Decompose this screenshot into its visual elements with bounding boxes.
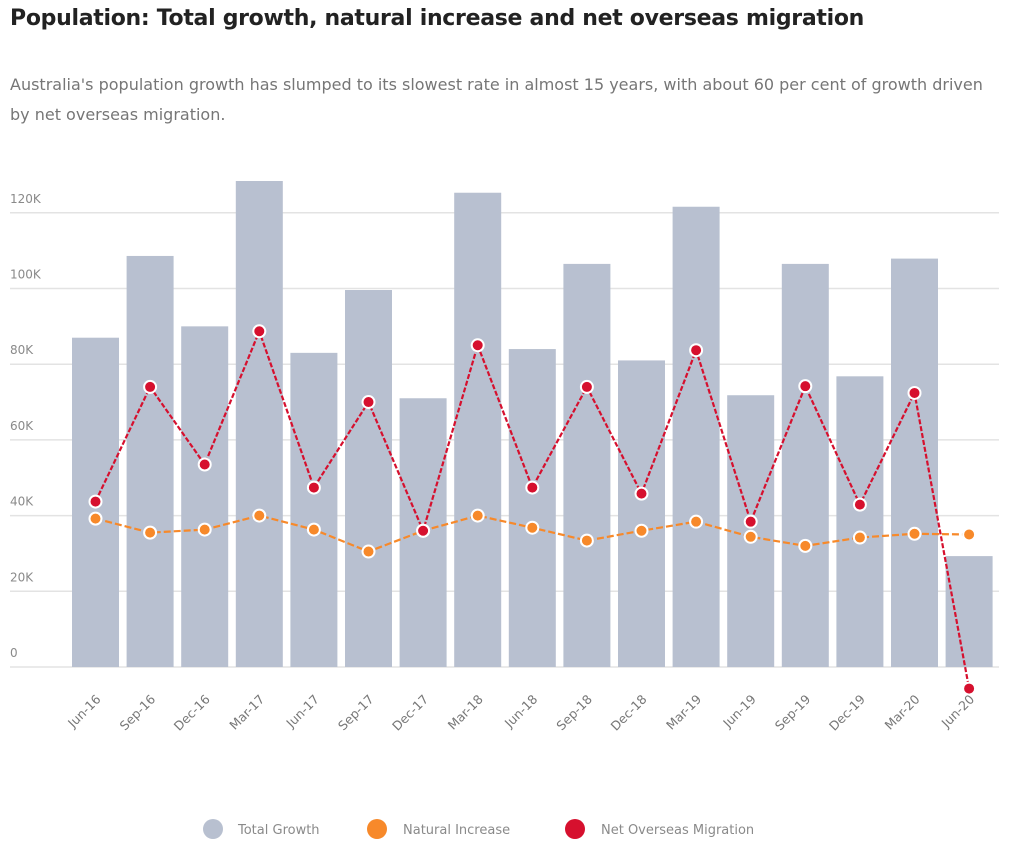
point-net-overseas-migration[interactable] (907, 385, 922, 400)
x-tick-label: Mar-18 (445, 691, 486, 732)
point-natural-increase[interactable] (470, 508, 485, 523)
x-tick-label: Jun-20 (938, 691, 978, 731)
bar-total-growth[interactable] (781, 263, 829, 667)
y-tick-label: 0 (10, 646, 18, 660)
bar-total-growth[interactable] (454, 192, 502, 667)
x-tick-label: Mar-19 (663, 691, 704, 732)
x-tick-label: Jun-18 (501, 691, 541, 731)
chart-title: Population: Total growth, natural increa… (10, 6, 864, 31)
point-net-overseas-migration[interactable] (416, 523, 431, 538)
point-natural-increase[interactable] (197, 522, 212, 537)
x-tick-label: Sep-18 (553, 691, 595, 733)
series-lines (88, 324, 977, 696)
bar-total-growth[interactable] (891, 258, 938, 667)
bar-total-growth[interactable] (235, 181, 283, 668)
x-tick-label: Sep-16 (117, 691, 159, 733)
bar-total-growth[interactable] (836, 376, 884, 667)
bar-total-growth[interactable] (618, 360, 665, 667)
point-natural-increase[interactable] (743, 529, 758, 544)
bar-total-growth[interactable] (508, 349, 556, 667)
point-natural-increase[interactable] (962, 527, 977, 542)
bar-total-growth[interactable] (945, 556, 993, 667)
point-net-overseas-migration[interactable] (143, 379, 158, 394)
point-natural-increase[interactable] (798, 538, 813, 553)
chart-subtitle: Australia's population growth has slumpe… (10, 75, 983, 124)
point-net-overseas-migration[interactable] (689, 343, 704, 358)
point-net-overseas-migration[interactable] (743, 514, 758, 529)
legend-swatch-natural-increase (367, 819, 387, 839)
point-net-overseas-migration[interactable] (634, 486, 649, 501)
point-net-overseas-migration[interactable] (306, 480, 321, 495)
x-tick-label: Mar-17 (226, 692, 267, 733)
point-natural-increase[interactable] (306, 522, 321, 537)
point-net-overseas-migration[interactable] (361, 395, 376, 410)
x-tick-label: Dec-17 (389, 692, 431, 734)
legend-item-total-growth[interactable]: Total Growth (203, 819, 320, 839)
point-natural-increase[interactable] (252, 508, 267, 523)
y-tick-label: 120K (10, 192, 42, 206)
x-tick-label: Mar-20 (881, 691, 922, 732)
point-net-overseas-migration[interactable] (525, 480, 540, 495)
line-net-overseas-migration (94, 328, 971, 689)
bar-total-growth[interactable] (290, 352, 338, 667)
x-tick-label: Dec-18 (607, 691, 649, 733)
point-natural-increase[interactable] (907, 526, 922, 541)
point-natural-increase[interactable] (88, 511, 103, 526)
y-tick-label: 60K (10, 419, 34, 433)
point-net-overseas-migration[interactable] (252, 324, 267, 339)
x-tick-label: Sep-19 (772, 691, 814, 733)
point-natural-increase[interactable] (852, 530, 867, 545)
x-tick-label: Jun-17 (282, 692, 322, 732)
x-tick-label: Jun-16 (64, 691, 104, 731)
gridlines (10, 212, 999, 668)
x-tick-label: Dec-19 (826, 691, 868, 733)
legend: Total Growth Natural Increase Net Overse… (203, 819, 754, 839)
point-net-overseas-migration[interactable] (197, 457, 212, 472)
bar-total-growth[interactable] (181, 326, 229, 667)
point-natural-increase[interactable] (689, 514, 704, 529)
legend-item-net-overseas-migration[interactable]: Net Overseas Migration (565, 819, 754, 839)
point-net-overseas-migration[interactable] (798, 379, 813, 394)
bar-total-growth[interactable] (345, 290, 392, 667)
point-natural-increase[interactable] (634, 523, 649, 538)
bars-total-growth (72, 181, 993, 668)
bar-total-growth[interactable] (563, 263, 611, 667)
bar-total-growth[interactable] (126, 255, 174, 667)
point-net-overseas-migration[interactable] (88, 494, 103, 509)
x-tick-label: Dec-16 (171, 691, 213, 733)
x-axis-ticks: Jun-16 Sep-16 Dec-16 Mar-17 Jun-17 Sep-17 Dec-… (64, 691, 977, 733)
point-natural-increase[interactable] (525, 520, 540, 535)
point-natural-increase[interactable] (579, 533, 594, 548)
y-axis-ticks: 0 20K 40K 60K 80K 100K 120K (10, 192, 42, 660)
point-net-overseas-migration[interactable] (852, 497, 867, 512)
y-tick-label: 20K (10, 570, 34, 584)
point-natural-increase[interactable] (143, 525, 158, 540)
legend-item-natural-increase[interactable]: Natural Increase (367, 819, 510, 839)
y-tick-label: 40K (10, 495, 34, 509)
x-tick-label: Jun-19 (719, 691, 759, 731)
point-net-overseas-migration[interactable] (579, 379, 594, 394)
y-tick-label: 80K (10, 343, 34, 357)
x-tick-label: Sep-17 (335, 692, 377, 734)
legend-label-net-overseas-migration: Net Overseas Migration (601, 823, 754, 838)
point-net-overseas-migration[interactable] (470, 338, 485, 353)
bar-total-growth[interactable] (672, 206, 720, 667)
point-natural-increase[interactable] (361, 544, 376, 559)
point-net-overseas-migration[interactable] (962, 681, 977, 696)
legend-swatch-total-growth (203, 819, 223, 839)
legend-label-natural-increase: Natural Increase (403, 823, 510, 838)
y-tick-label: 100K (10, 268, 42, 282)
legend-label-total-growth: Total Growth (237, 823, 320, 838)
legend-swatch-net-overseas-migration (565, 819, 585, 839)
